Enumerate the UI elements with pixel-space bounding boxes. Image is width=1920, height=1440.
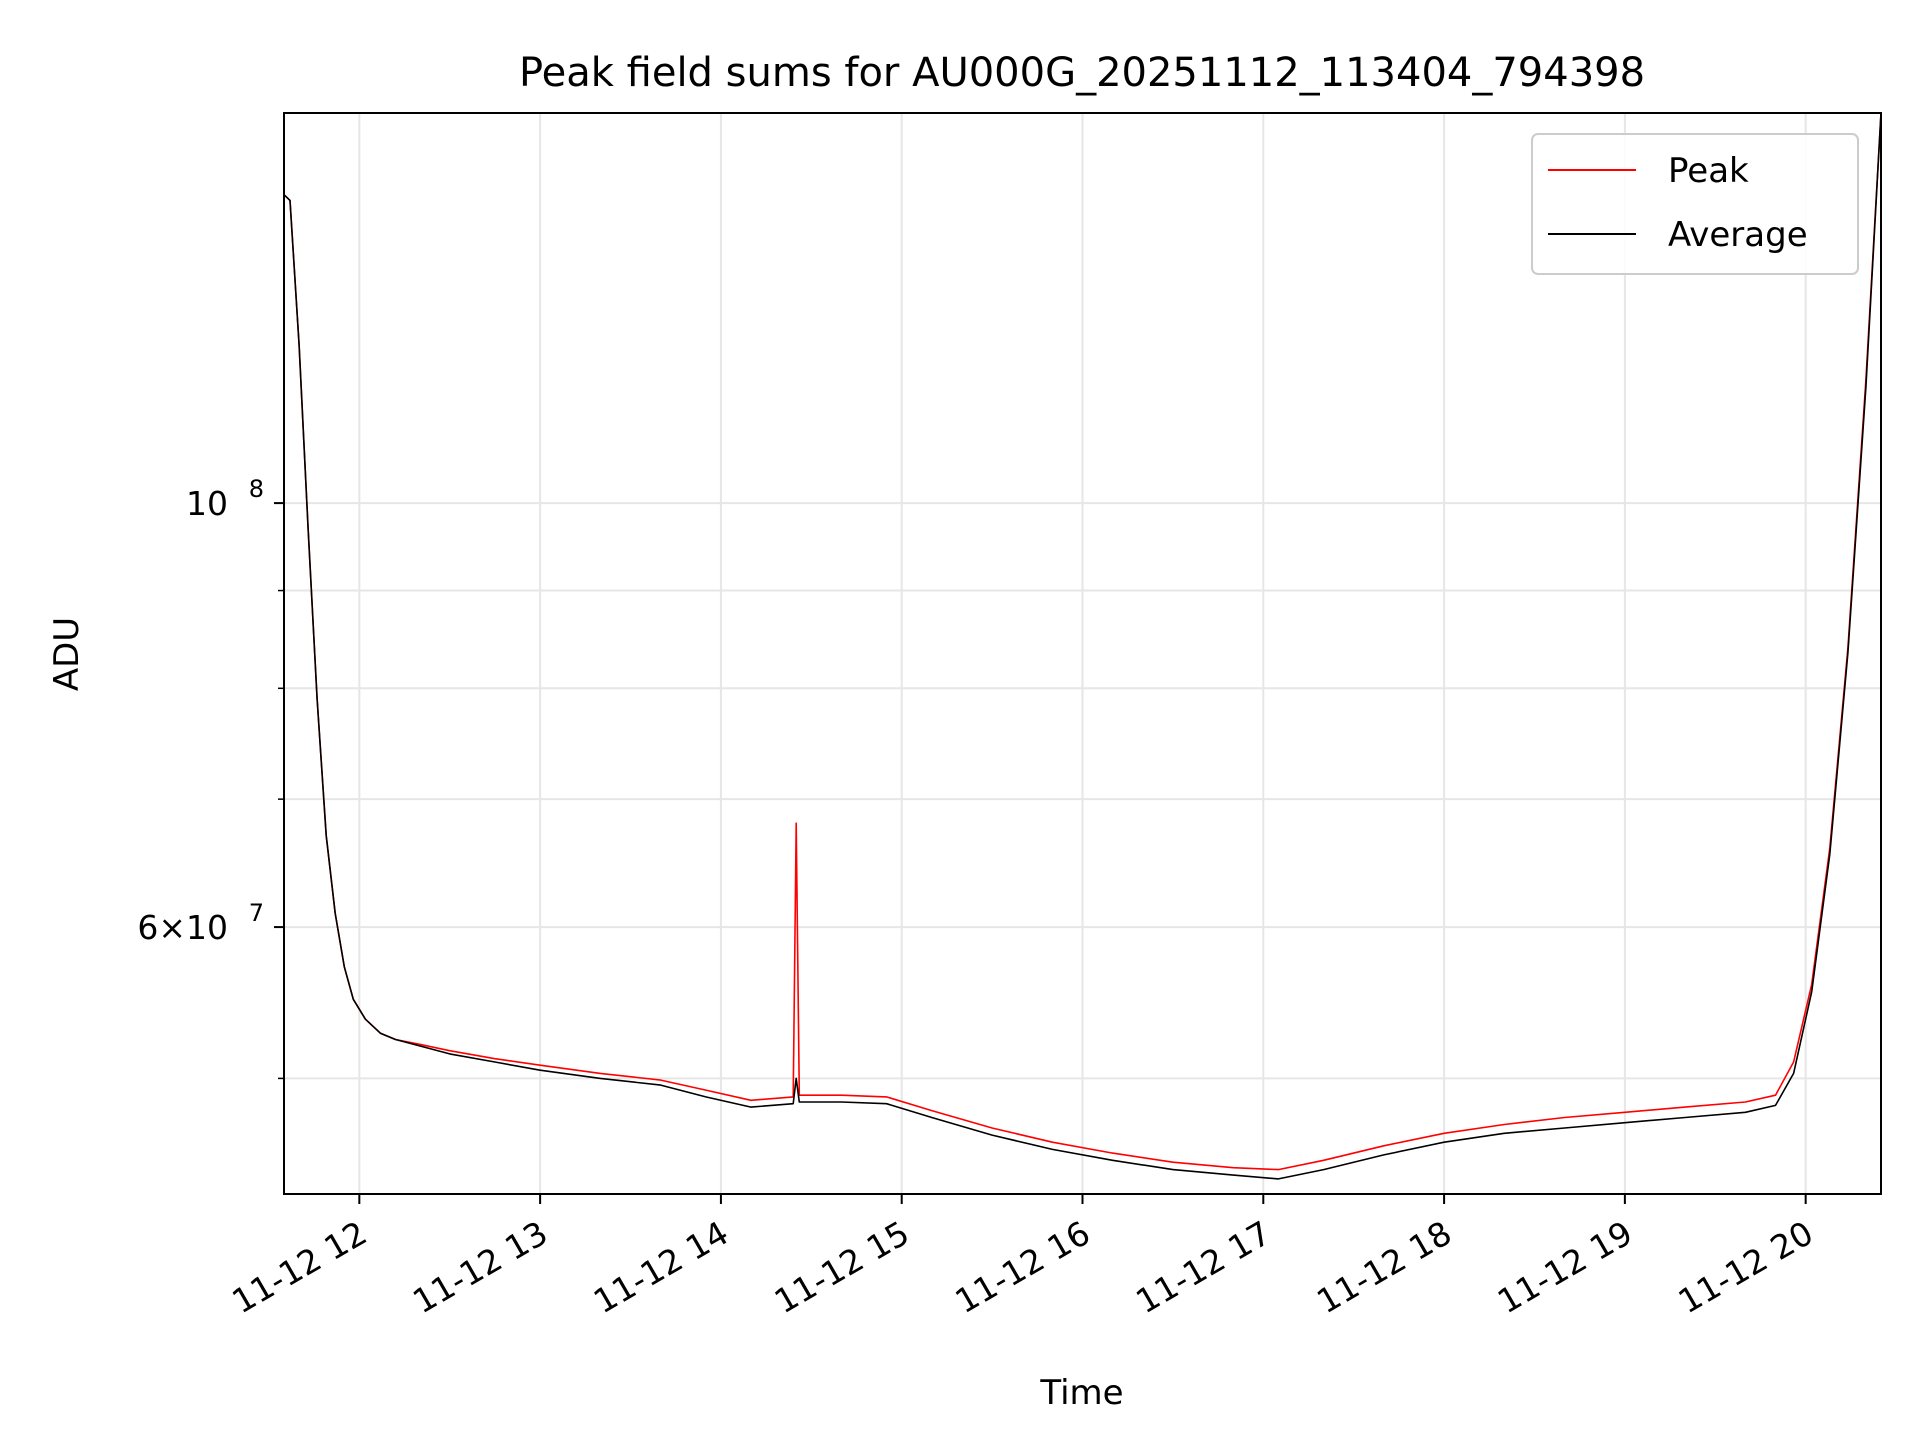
- x-axis-label: Time: [1039, 1373, 1123, 1413]
- legend: Peak Average: [1531, 133, 1859, 275]
- legend-label-average: Average: [1668, 215, 1808, 255]
- plot-area: [283, 112, 1882, 1180]
- legend-label-peak: Peak: [1668, 151, 1749, 191]
- y-axis-ticks: 10 8 6×10 7: [137, 475, 284, 1080]
- series-line-average: [283, 112, 1882, 1180]
- y-tick-exponent: 8: [249, 475, 264, 503]
- y-tick-label: 10: [186, 484, 228, 523]
- grid-lines: [284, 113, 1881, 1194]
- y-axis-label: ADU: [47, 617, 87, 691]
- chart-title: Peak field sums for AU000G_20251112_1134…: [519, 50, 1645, 96]
- y-tick-label: 6×10: [137, 908, 228, 947]
- y-tick-exponent: 7: [249, 899, 264, 927]
